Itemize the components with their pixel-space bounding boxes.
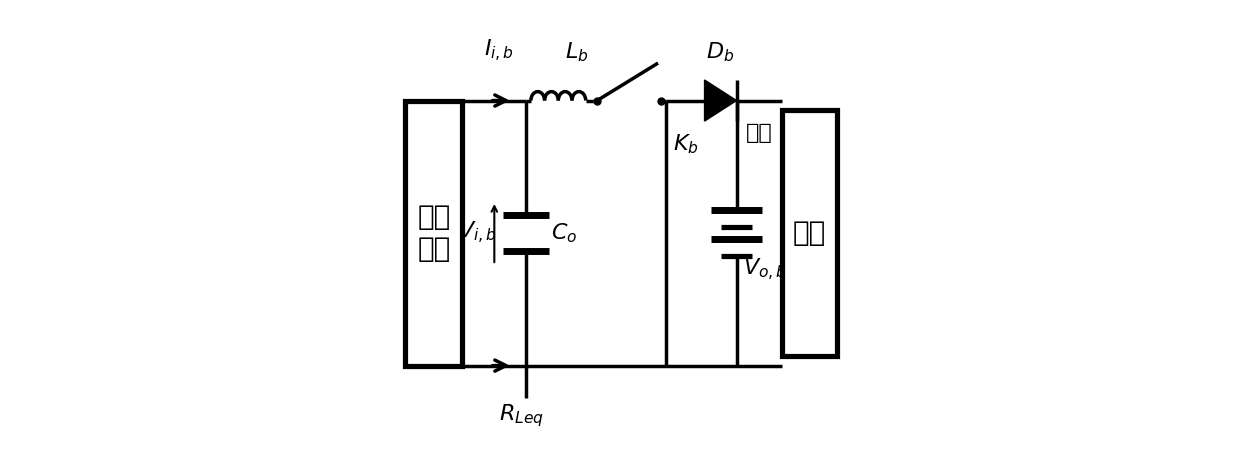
Text: 负载: 负载 xyxy=(794,219,826,247)
Text: $V_{i,b}$: $V_{i,b}$ xyxy=(458,220,496,246)
Polygon shape xyxy=(704,80,737,121)
Text: $R_{Leq}$: $R_{Leq}$ xyxy=(500,402,544,429)
Bar xyxy=(782,110,837,356)
Text: $K_b$: $K_b$ xyxy=(672,133,698,156)
Text: $I_{i,b}$: $I_{i,b}$ xyxy=(484,38,513,64)
Text: $C_o$: $C_o$ xyxy=(552,221,578,245)
Text: 储能: 储能 xyxy=(745,123,773,143)
Text: $L_b$: $L_b$ xyxy=(565,40,588,64)
Text: $V_{o,b}$: $V_{o,b}$ xyxy=(744,256,787,283)
Text: 前级
电路: 前级 电路 xyxy=(417,203,450,263)
Text: $D_b$: $D_b$ xyxy=(707,40,734,64)
Bar xyxy=(405,101,463,366)
